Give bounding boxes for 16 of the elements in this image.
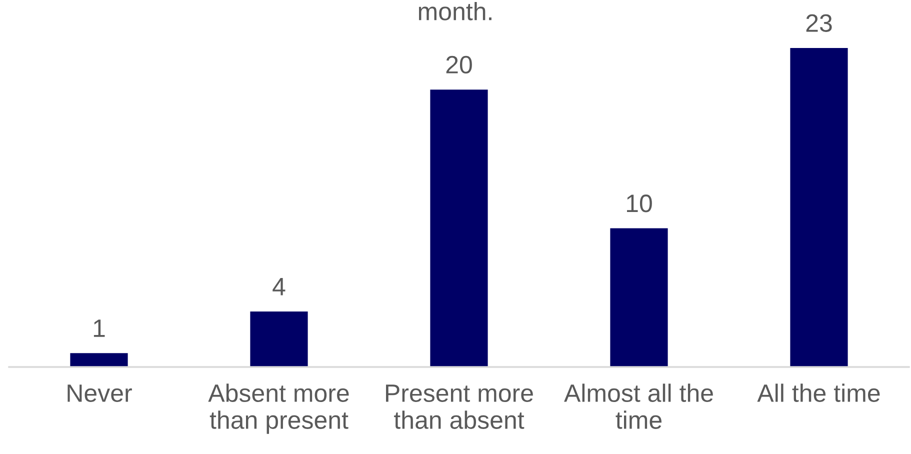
x-tick-label: Present more than absent: [386, 384, 533, 429]
x-tick-label: All the time: [757, 384, 880, 402]
data-label: 23: [806, 14, 832, 32]
data-label: 20: [446, 56, 472, 74]
data-label: 10: [627, 194, 652, 212]
bar: [430, 90, 488, 367]
x-tick-label: Almost all the time: [564, 384, 713, 429]
x-tick-label: Never: [68, 384, 132, 402]
bar: [70, 353, 128, 367]
chart-title: month.: [418, 2, 492, 20]
data-label: 4: [272, 278, 286, 296]
bar: [250, 312, 308, 367]
bar: [790, 48, 848, 367]
data-label: 1: [94, 320, 105, 337]
x-tick-label: Absent more than present: [208, 384, 349, 434]
bar: [610, 228, 668, 367]
